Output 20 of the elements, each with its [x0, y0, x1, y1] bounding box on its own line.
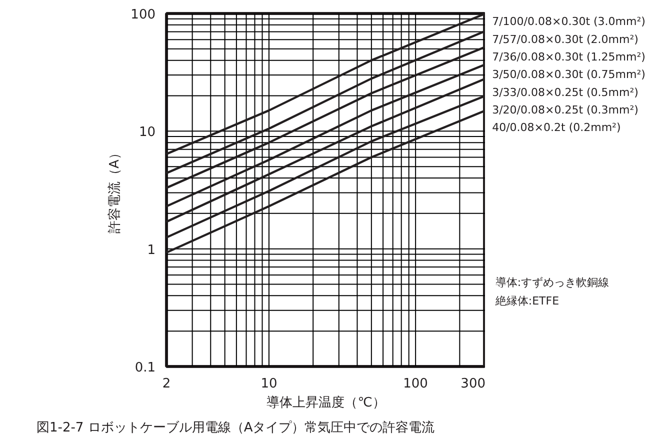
series-label: 40/0.08×0.2t (0.2mm²) [492, 121, 621, 134]
series-label: 3/33/0.08×0.25t (0.5mm²) [492, 86, 638, 99]
x-tick-label: 300 [460, 376, 486, 392]
text: 図1-2-7 ロボットケーブル用電線（Aタイプ）常気圧中での許容電流 [36, 420, 435, 436]
text: 導体:すずめっき軟銅線 [495, 276, 610, 289]
y-tick-label: 10 [138, 125, 156, 140]
y-tick-label: 100 [130, 8, 156, 22]
x-tick-label: 10 [260, 376, 278, 392]
series-label: 7/57/0.08×0.30t (2.0mm²) [492, 32, 638, 46]
series-label: 3/20/0.08×0.25t (0.3mm²) [492, 103, 638, 116]
series-label: 7/36/0.08×0.30t (1.25mm²) [492, 50, 646, 64]
series-label: 7/100/0.08×0.30t (3.0mm²) [492, 15, 646, 28]
text: 絶縁体:ETFE [494, 294, 560, 308]
x-tick-label: 2 [162, 376, 171, 392]
x-tick-label: 100 [403, 376, 428, 392]
y-axis-title: 許容電流（A） [106, 146, 123, 234]
y-tick-label: 1 [147, 242, 156, 258]
y-tick-label: 0.1 [134, 360, 156, 376]
series-label: 3/50/0.08×0.30t (0.75mm²) [492, 68, 646, 82]
x-axis-title: 導体上昇温度（℃） [266, 394, 386, 410]
